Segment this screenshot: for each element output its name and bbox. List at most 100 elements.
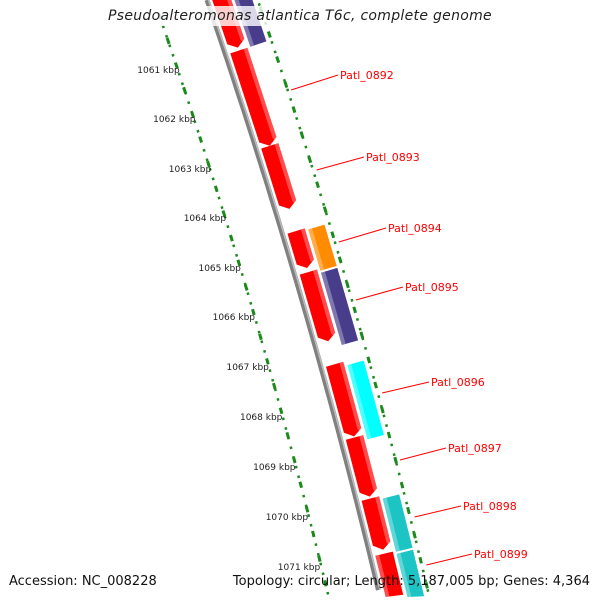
ruler-major-tick xyxy=(330,231,336,239)
gene-feature-highlight xyxy=(243,47,277,141)
gene-label: Patl_0895 xyxy=(405,281,459,294)
ruler-label: 1066 kbp xyxy=(213,313,256,323)
gene-feature xyxy=(382,494,413,552)
ruler-label: 1064 kbp xyxy=(184,214,227,224)
ruler-major-tick xyxy=(380,406,385,414)
gene-feature-highlight xyxy=(347,364,372,440)
ruler-label: 1071 kbp xyxy=(278,563,321,573)
ruler-major-tick xyxy=(337,256,343,264)
ruler-label: 1069 kbp xyxy=(253,463,296,473)
ruler-major-tick xyxy=(311,530,316,538)
gene-feature-highlight xyxy=(359,435,377,492)
ruler-major-tick xyxy=(386,431,392,439)
gene-label: Patl_0892 xyxy=(340,69,394,82)
ruler-major-tick xyxy=(190,111,196,119)
ruler-label: 1067 kbp xyxy=(226,363,269,373)
ruler-major-tick xyxy=(393,456,398,464)
ruler-major-tick xyxy=(345,281,350,289)
gene-label-leader-line xyxy=(426,553,473,566)
gene-label-leader-line xyxy=(355,286,404,301)
ruler-major-tick xyxy=(373,381,378,389)
ruler-major-tick xyxy=(265,358,270,365)
ruler-major-tick xyxy=(418,556,423,564)
gene-label-leader-line xyxy=(381,381,430,394)
backbone-line xyxy=(204,0,381,591)
ruler-major-tick xyxy=(251,308,256,316)
ruler-major-tick xyxy=(317,555,322,562)
ruler-label: 1063 kbp xyxy=(169,165,212,175)
ruler-major-tick xyxy=(198,136,204,143)
backbone-highlight xyxy=(207,0,381,590)
gene-label-leader-line xyxy=(316,156,365,171)
ruler-major-tick xyxy=(322,206,328,214)
ruler-major-tick xyxy=(366,356,372,364)
gene-label: Patl_0893 xyxy=(366,151,420,164)
ruler-major-tick xyxy=(283,81,289,89)
ruler-label: 1070 kbp xyxy=(266,513,309,523)
ruler-major-tick xyxy=(236,259,242,267)
gene-feature xyxy=(396,549,425,597)
ruler-major-tick xyxy=(221,210,227,217)
gene-label: Patl_0897 xyxy=(448,442,502,455)
gene-labels: Patl_0892 Patl_0893 Patl_0894 Patl_0895 Patl… xyxy=(290,69,528,566)
ruler-major-tick xyxy=(304,505,310,513)
ruler-major-tick xyxy=(206,160,211,168)
ruler-major-tick xyxy=(424,581,429,589)
ruler-major-tick xyxy=(275,56,281,64)
gene-label: Patl_0898 xyxy=(463,500,517,513)
ruler-major-tick xyxy=(182,86,187,94)
ruler-major-tick xyxy=(298,481,303,489)
gene-feature xyxy=(361,496,391,550)
gene-feature-highlight xyxy=(321,271,346,345)
ruler-major-tick xyxy=(315,181,320,189)
gene-feature-highlight xyxy=(313,269,336,337)
backbone xyxy=(204,0,381,591)
gene-feature-highlight xyxy=(375,554,390,597)
ruler-major-tick xyxy=(173,62,179,69)
ruler-rings xyxy=(157,0,430,596)
gene-label-leader-line xyxy=(290,74,339,91)
map-title: Pseudoalteromonas atlantica T6c, complet… xyxy=(0,6,600,26)
accession-text: Accession: NC_008228 xyxy=(9,574,157,589)
gene-label-leader-line xyxy=(414,505,462,518)
ruler-major-tick xyxy=(399,481,405,489)
gene-feature-highlight xyxy=(300,228,314,264)
gene-label-leader-line xyxy=(399,447,447,461)
ruler-major-tick xyxy=(243,284,249,291)
gene-label-leader-line xyxy=(338,227,387,243)
ruler-major-tick xyxy=(213,185,219,193)
ruler-label: 1061 kbp xyxy=(137,66,180,76)
ruler-label: 1068 kbp xyxy=(240,413,283,423)
gene-label: Patl_0899 xyxy=(474,548,528,561)
gene-feature xyxy=(375,551,404,597)
ruler-major-tick xyxy=(292,456,297,464)
ruler-major-tick xyxy=(229,234,234,242)
ruler-major-tick xyxy=(299,131,305,139)
gene-feature-highlight xyxy=(274,143,297,204)
ruler-major-tick xyxy=(359,331,365,339)
gene-feature-highlight xyxy=(396,552,412,597)
gene-feature xyxy=(326,361,362,437)
gene-feature-highlight xyxy=(382,497,400,552)
ruler-labels: 1061 kbp 1062 kbp 1063 kbp 1064 kbp 1065 kbp… xyxy=(137,66,320,573)
ruler-label: 1062 kbp xyxy=(153,115,196,125)
gene-label: Patl_0896 xyxy=(431,376,485,389)
gene-label: Patl_0894 xyxy=(388,222,442,235)
ruler-major-tick xyxy=(323,579,328,587)
gene-feature xyxy=(308,224,337,271)
ruler-major-tick xyxy=(165,37,171,45)
gene-feature-highlight xyxy=(339,361,362,432)
ruler-major-tick xyxy=(307,156,313,164)
gene-feature xyxy=(345,435,377,497)
gene-feature xyxy=(299,269,336,342)
gene-feature xyxy=(287,228,314,268)
ruler-major-tick xyxy=(278,407,284,415)
gene-feature xyxy=(347,360,384,440)
ruler-major-tick xyxy=(272,382,277,390)
gene-feature xyxy=(321,267,359,345)
ruler-major-tick xyxy=(406,506,411,514)
ruler-major-tick xyxy=(352,306,357,314)
gene-feature-highlight xyxy=(375,496,391,545)
